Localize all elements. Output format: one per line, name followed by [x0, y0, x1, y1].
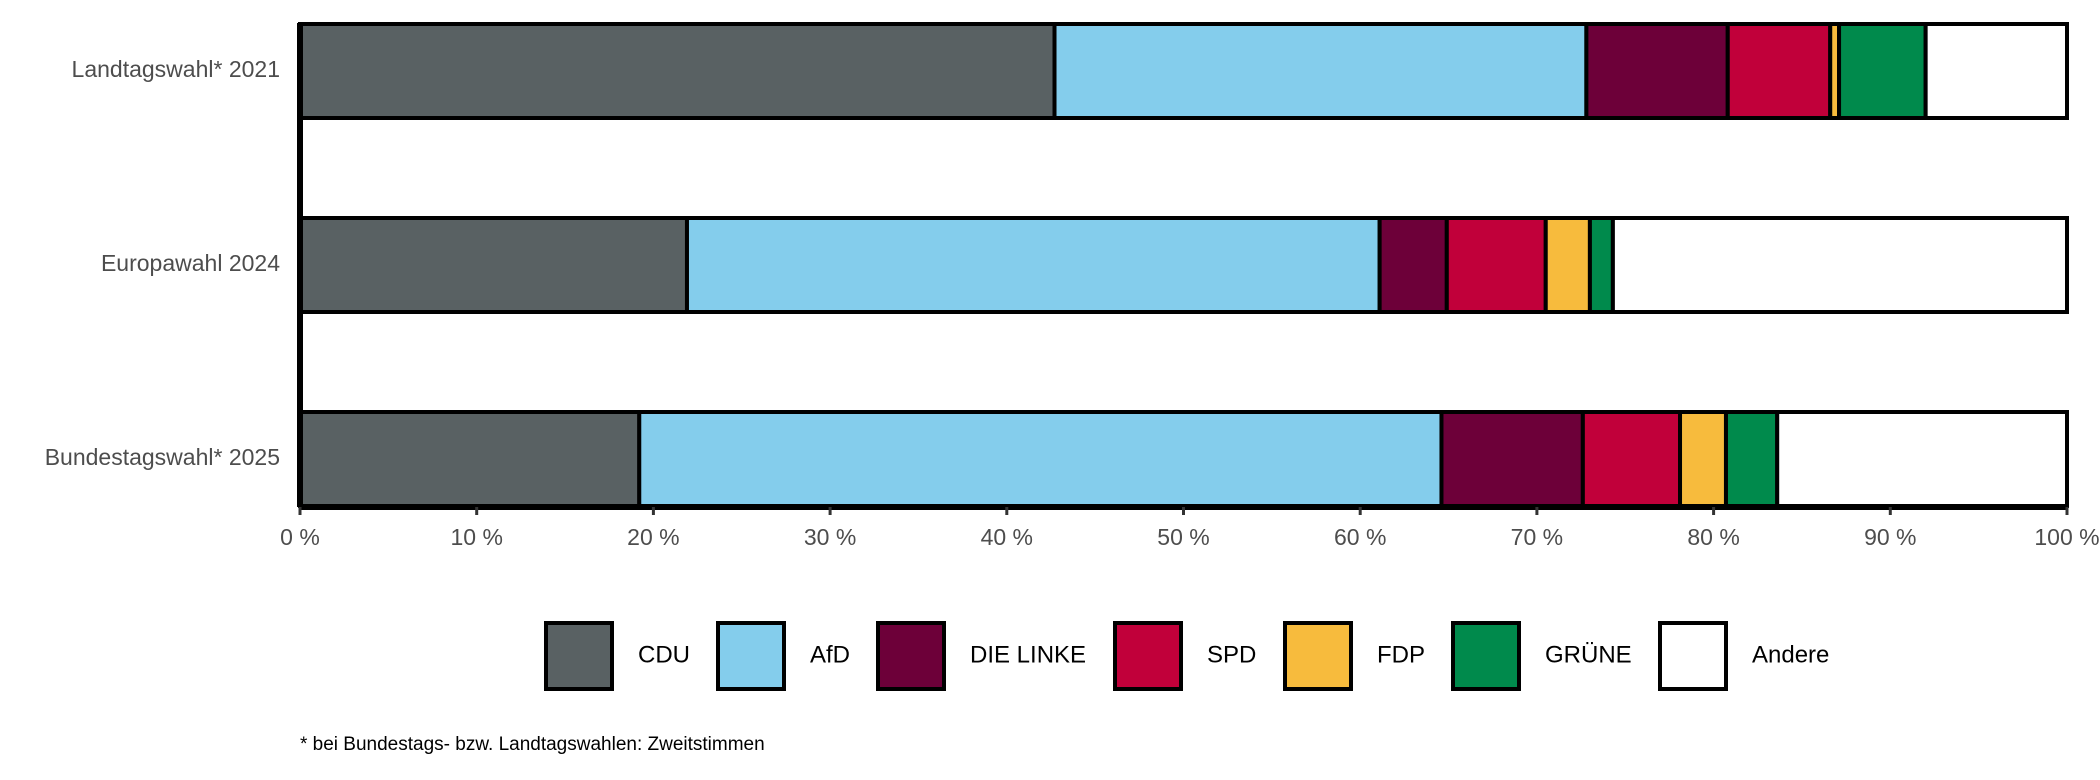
legend-swatch [1113, 621, 1183, 691]
bar-segment [298, 216, 689, 314]
bar-segment [1543, 216, 1592, 314]
x-tick-label: 90 % [1864, 524, 1916, 550]
legend-label: CDU [638, 641, 690, 668]
legend-swatch [876, 621, 946, 691]
bar-segment [1775, 410, 2070, 508]
legend-swatch [1658, 621, 1728, 691]
x-tick-label: 10 % [450, 524, 502, 550]
x-tick-label: 50 % [1157, 524, 1209, 550]
bar-segment [1584, 22, 1730, 120]
legend-label: Andere [1752, 641, 1829, 668]
bar-segment [298, 22, 1057, 120]
bar-segment [1610, 216, 2069, 314]
footnote: * bei Bundestags- bzw. Landtagswahlen: Z… [300, 734, 765, 755]
bar-segment [637, 410, 1444, 508]
x-tick-label: 80 % [1687, 524, 1739, 550]
x-tick-label: 100 % [2034, 524, 2099, 550]
legend-swatch [1283, 621, 1353, 691]
y-tick-label: Bundestagswahl* 2025 [45, 444, 280, 470]
legend-label: DIE LINKE [970, 641, 1086, 668]
x-tick-label: 40 % [981, 524, 1033, 550]
bar-segment [1723, 410, 1780, 508]
bar-segment [684, 216, 1382, 314]
legend-label: AfD [810, 641, 850, 668]
legend-swatch [544, 621, 614, 691]
x-tick-label: 0 % [280, 524, 320, 550]
legend-label: FDP [1377, 641, 1425, 668]
bar-segment [1052, 22, 1589, 120]
y-tick-label: Landtagswahl* 2021 [72, 56, 280, 82]
bar-segment [1377, 216, 1449, 314]
bar-segment [1444, 216, 1548, 314]
bar-segment [1580, 410, 1683, 508]
x-tick-label: 70 % [1511, 524, 1563, 550]
legend-swatch [716, 621, 786, 691]
x-tick-label: 60 % [1334, 524, 1386, 550]
bar-segment [1837, 22, 1928, 120]
bar-segment [1587, 216, 1615, 314]
bar-segment [1678, 410, 1728, 508]
legend-label: GRÜNE [1545, 641, 1632, 668]
bar-segment [1923, 22, 2070, 120]
x-tick-label: 30 % [804, 524, 856, 550]
bar-segment [298, 410, 642, 508]
bar-segment [1725, 22, 1833, 120]
x-tick-label: 20 % [627, 524, 679, 550]
y-tick-label: Europawahl 2024 [101, 250, 280, 276]
legend-swatch [1451, 621, 1521, 691]
bar-segment [1439, 410, 1585, 508]
legend-label: SPD [1207, 641, 1256, 668]
